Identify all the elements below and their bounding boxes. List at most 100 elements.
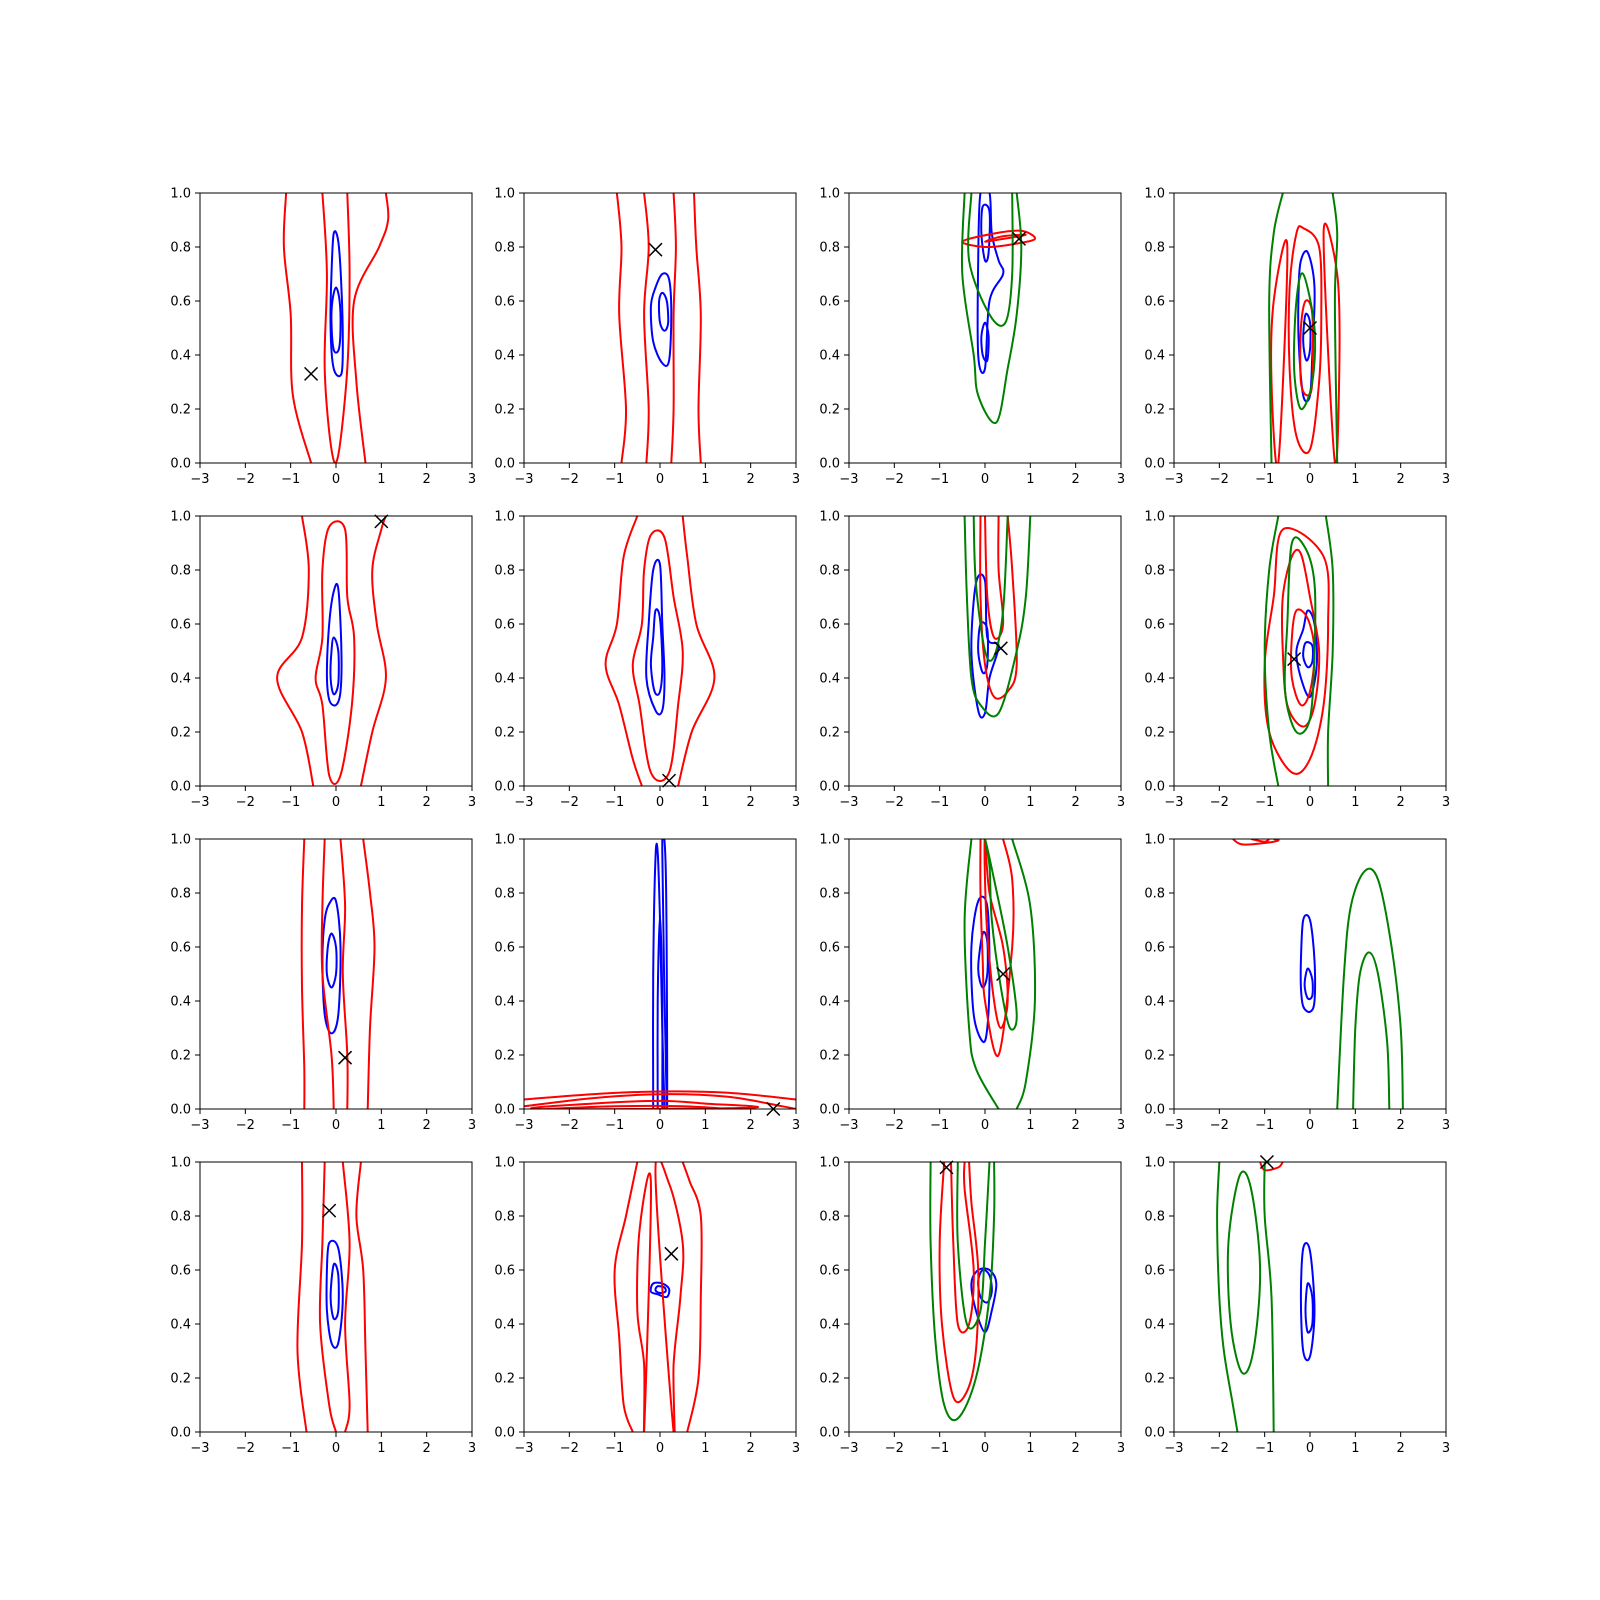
blue-contour-1 [1299,1242,1316,1362]
green-contour-7 [1324,516,1335,786]
x-tick-label: −1 [605,1118,624,1133]
red-contour-3 [643,193,650,463]
y-tick-label: 1.0 [819,187,840,202]
x-tick-label: −1 [605,472,624,487]
x-tick-label: 0 [656,1441,664,1456]
red-contour-3 [979,839,1015,1058]
x-tick-label: 1 [1026,1118,1034,1133]
axes-frame [523,192,797,464]
subplot-12: −3 −2 −1 0 1 2 3 0.0 0.2 0.4 0.6 0.8 1.0 [1144,833,1450,1134]
y-tick-label: 0.2 [494,1049,515,1064]
x-tick-label: 3 [1117,472,1125,487]
y-tick-label: 0.2 [494,726,515,741]
x-tick-label: 2 [1397,1441,1405,1456]
red-contour-4 [339,839,349,1109]
red-contour-4 [524,1090,796,1101]
y-tick-label: 0.6 [170,941,191,956]
contour-lines [282,193,390,463]
y-tick-label: 0.2 [1144,1372,1165,1387]
x-tick-label: 0 [332,795,340,810]
y-tick-label: 0.4 [494,1318,515,1333]
blue-contour-2 [1304,1282,1314,1334]
y-tick-label: 1.0 [494,187,515,202]
y-tick-label: 1.0 [170,187,191,202]
y-tick-label: 0.4 [819,672,840,687]
x-tick-label: −3 [1164,1118,1183,1133]
x-tick-label: 3 [1117,1118,1125,1133]
contour-lines [615,193,702,463]
contour-lines [300,839,376,1109]
x-tick-label: 0 [981,472,989,487]
y-tick-label: 0.0 [494,1103,515,1118]
contour-lines [1232,839,1404,1109]
red-contour-3 [938,1162,980,1404]
y-tick-label: 0.2 [494,403,515,418]
contour-lines [1216,1162,1316,1432]
red-contour-4 [604,516,643,786]
x-tick-label: −2 [236,1441,255,1456]
green-contour-9 [1292,272,1317,411]
subplot-13: −3 −2 −1 0 1 2 3 0.0 0.2 0.4 0.6 0.8 1.0 [170,1156,476,1457]
x-tick-label: −2 [1210,1118,1229,1133]
red-contour-3 [654,1162,685,1432]
x-marker [338,1050,353,1065]
axes-frame [523,1161,797,1433]
x-tick-label: −1 [930,472,949,487]
subplot-15: −3 −2 −1 0 1 2 3 0.0 0.2 0.4 0.6 0.8 1.0 [819,1156,1125,1457]
contour-lines [1263,516,1335,786]
x-marker [374,514,389,529]
blue-contour-2 [329,1262,340,1321]
y-tick-label: 0.6 [1144,1264,1165,1279]
red-contour-3 [320,839,335,1109]
x-tick-label: 3 [1117,1441,1125,1456]
x-marker [996,966,1011,982]
x-tick-label: −3 [1164,472,1183,487]
contour-lines [963,839,1037,1109]
x-tick-label: 3 [792,1441,800,1456]
x-tick-label: −2 [885,1441,904,1456]
x-tick-label: 0 [332,1441,340,1456]
green-contour-7 [1268,193,1284,463]
x-marker [664,1246,679,1261]
green-contour-6 [1352,951,1391,1109]
x-tick-label: −3 [190,472,209,487]
x-tick-label: 2 [747,795,755,810]
y-tick-label: 0.4 [819,1318,840,1333]
x-tick-label: 2 [423,1441,431,1456]
red-contour-3 [631,529,684,782]
red-contour-5 [524,1093,796,1109]
y-tick-label: 0.8 [819,1210,840,1225]
red-contour-5 [351,193,390,463]
y-tick-label: 0.6 [494,941,515,956]
x-tick-label: 1 [1026,795,1034,810]
x-tick-label: 0 [332,1118,340,1133]
blue-contour-1 [329,230,344,378]
y-tick-label: 0.2 [819,403,840,418]
y-tick-label: 0.2 [819,1372,840,1387]
red-contour-7 [546,1104,729,1109]
red-contour-5 [300,839,306,1109]
x-tick-label: 3 [1442,1118,1450,1133]
red-contour-3 [314,520,356,785]
red-contour-6 [362,839,376,1109]
y-tick-label: 0.0 [819,1103,840,1118]
green-contour-5 [1263,1162,1275,1432]
x-tick-label: 3 [468,1441,476,1456]
contour-lines [1268,193,1341,463]
x-tick-label: 1 [377,1118,385,1133]
green-contour-8 [1283,536,1317,735]
subplot-14: −3 −2 −1 0 1 2 3 0.0 0.2 0.4 0.6 0.8 1.0 [494,1156,800,1457]
blue-contour-2 [1302,641,1314,669]
red-contour-5 [1263,527,1330,775]
y-tick-label: 0.4 [494,349,515,364]
x-tick-label: −2 [236,472,255,487]
x-tick-label: −3 [839,472,858,487]
y-tick-label: 0.4 [170,1318,191,1333]
y-tick-label: 0.6 [819,1264,840,1279]
x-tick-label: 1 [701,472,709,487]
green-contour-7 [983,839,1018,1031]
contour-lines [929,1162,998,1422]
red-contour-4 [950,1162,975,1334]
x-marker [662,773,677,788]
